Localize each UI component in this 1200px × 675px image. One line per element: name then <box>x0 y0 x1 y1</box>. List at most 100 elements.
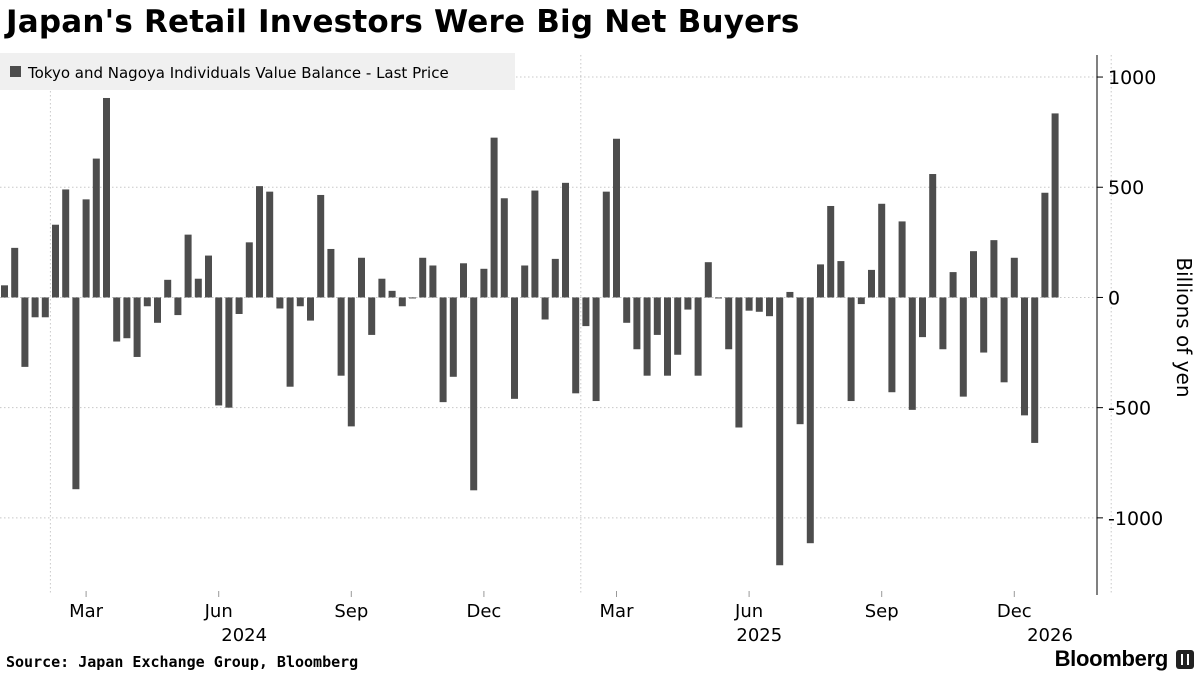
chart-title: Japan's Retail Investors Were Big Net Bu… <box>6 4 800 40</box>
bar <box>1010 257 1018 298</box>
bar <box>970 251 977 298</box>
bar <box>908 297 916 410</box>
bar <box>92 158 100 298</box>
bar <box>235 297 243 314</box>
y-tick-label: 0 <box>1108 287 1120 309</box>
bar <box>888 297 896 393</box>
bar <box>613 138 620 298</box>
bar <box>154 297 161 323</box>
y-tick-label: -1000 <box>1108 508 1163 530</box>
bloomberg-logo: Bloomberg <box>1054 646 1169 671</box>
axes: 1000 500 0 -500 -1000 Mar Jun Sep Dec Mar Jun Sep De… <box>69 55 1163 646</box>
bar <box>347 297 355 427</box>
bar <box>837 261 845 298</box>
bar <box>490 137 498 298</box>
bar <box>857 297 865 305</box>
legend-label: Tokyo and Nagoya Individuals Value Balan… <box>27 64 449 82</box>
bar <box>296 297 304 307</box>
bar <box>103 97 110 298</box>
bar <box>72 297 80 490</box>
bar <box>31 297 39 318</box>
bar <box>755 297 763 312</box>
bar <box>664 297 671 376</box>
bar <box>439 297 447 403</box>
bar <box>460 263 467 298</box>
bar <box>582 297 590 327</box>
x-year-label: 2026 <box>1027 625 1073 646</box>
bar <box>378 278 386 298</box>
bar <box>643 297 651 376</box>
bar <box>449 297 457 377</box>
bar <box>123 297 131 339</box>
bar <box>143 297 151 307</box>
bar <box>1031 297 1039 443</box>
bar <box>317 194 325 298</box>
bar <box>572 297 580 394</box>
bar <box>1021 297 1028 416</box>
bar <box>521 265 529 298</box>
bar <box>939 297 947 350</box>
bar <box>694 297 702 376</box>
bar <box>898 221 906 298</box>
bar <box>949 272 957 298</box>
bar <box>409 297 416 299</box>
bar <box>500 198 508 298</box>
bar <box>674 297 682 355</box>
bar <box>174 297 182 316</box>
bar <box>41 297 49 318</box>
bar <box>980 297 988 353</box>
y-tick-label: 1000 <box>1108 67 1156 89</box>
bar <box>735 297 743 428</box>
bar <box>1000 297 1008 383</box>
bar <box>847 297 855 402</box>
bar <box>878 203 886 298</box>
bar <box>388 290 396 298</box>
x-tick-label: Dec <box>466 601 501 622</box>
bar <box>419 257 427 298</box>
bar <box>256 186 263 298</box>
legend-background <box>0 53 515 90</box>
bar <box>429 265 437 298</box>
bar <box>82 199 90 298</box>
x-tick-label: Mar <box>600 601 635 622</box>
bloomberg-terminal-icon <box>1176 650 1194 669</box>
bar <box>1 285 8 298</box>
bar <box>592 297 600 402</box>
bar <box>562 182 569 298</box>
x-tick-label: Sep <box>334 601 368 622</box>
bar <box>1041 192 1049 298</box>
bar <box>368 297 376 335</box>
bar <box>817 264 824 298</box>
bar <box>276 297 284 309</box>
bar <box>623 297 631 323</box>
x-tick-label: Jun <box>734 601 763 622</box>
bar <box>358 257 365 298</box>
bar <box>480 268 488 298</box>
bar <box>113 297 121 342</box>
bar <box>633 297 641 350</box>
bar <box>205 255 212 298</box>
legend-swatch <box>10 66 21 77</box>
bar <box>796 297 804 425</box>
bar <box>337 297 345 376</box>
bar <box>470 297 478 491</box>
bar <box>531 190 539 298</box>
bar <box>164 279 172 298</box>
bar <box>806 297 814 544</box>
x-tick-label: Sep <box>865 601 899 622</box>
bar <box>766 297 773 317</box>
bar <box>11 247 19 298</box>
bar <box>194 278 202 298</box>
y-tick-label: 500 <box>1108 177 1144 199</box>
bar <box>715 297 722 299</box>
bar-series <box>1 97 1059 566</box>
bar <box>919 297 926 338</box>
bar <box>398 297 406 307</box>
bar <box>602 191 610 298</box>
bar <box>868 269 875 298</box>
bar <box>286 297 294 387</box>
bar <box>511 297 518 399</box>
y-tick-label: -500 <box>1108 398 1151 420</box>
bar <box>827 205 835 298</box>
